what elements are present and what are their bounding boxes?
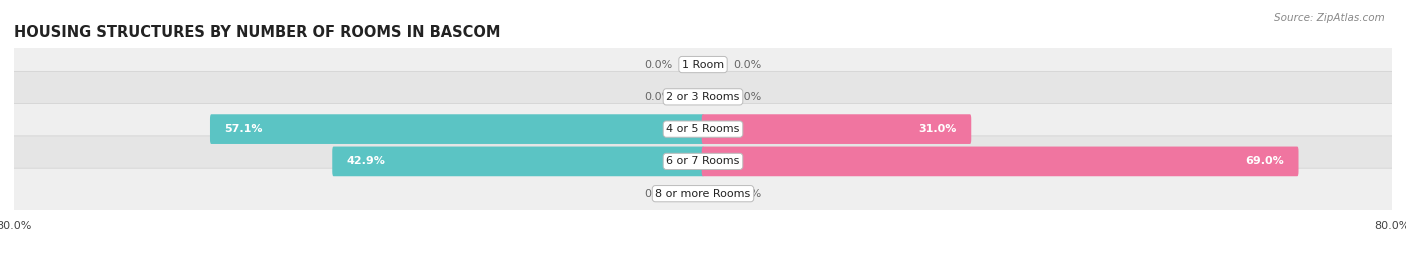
Text: 0.0%: 0.0%	[644, 59, 673, 70]
Text: 80.0%: 80.0%	[0, 221, 32, 231]
Text: 0.0%: 0.0%	[733, 189, 762, 199]
FancyBboxPatch shape	[11, 104, 1395, 155]
Text: 57.1%: 57.1%	[224, 124, 263, 134]
FancyBboxPatch shape	[702, 147, 1299, 176]
FancyBboxPatch shape	[11, 136, 1395, 187]
Text: 0.0%: 0.0%	[644, 92, 673, 102]
Text: 31.0%: 31.0%	[918, 124, 957, 134]
Text: 6 or 7 Rooms: 6 or 7 Rooms	[666, 156, 740, 167]
Text: 69.0%: 69.0%	[1246, 156, 1284, 167]
FancyBboxPatch shape	[11, 39, 1395, 90]
Text: 4 or 5 Rooms: 4 or 5 Rooms	[666, 124, 740, 134]
Text: 0.0%: 0.0%	[644, 189, 673, 199]
Text: 0.0%: 0.0%	[733, 59, 762, 70]
FancyBboxPatch shape	[332, 147, 704, 176]
Text: Source: ZipAtlas.com: Source: ZipAtlas.com	[1274, 13, 1385, 23]
Text: 1 Room: 1 Room	[682, 59, 724, 70]
FancyBboxPatch shape	[11, 71, 1395, 122]
Text: 0.0%: 0.0%	[733, 92, 762, 102]
Text: 2 or 3 Rooms: 2 or 3 Rooms	[666, 92, 740, 102]
FancyBboxPatch shape	[702, 114, 972, 144]
Text: HOUSING STRUCTURES BY NUMBER OF ROOMS IN BASCOM: HOUSING STRUCTURES BY NUMBER OF ROOMS IN…	[14, 25, 501, 40]
Text: 8 or more Rooms: 8 or more Rooms	[655, 189, 751, 199]
Text: 80.0%: 80.0%	[1374, 221, 1406, 231]
Text: 42.9%: 42.9%	[346, 156, 385, 167]
FancyBboxPatch shape	[11, 168, 1395, 219]
FancyBboxPatch shape	[209, 114, 704, 144]
